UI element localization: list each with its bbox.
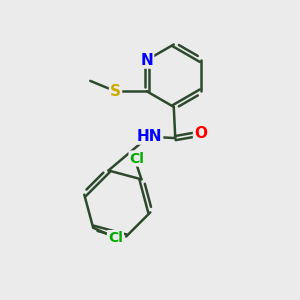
Text: O: O — [194, 126, 207, 141]
Text: HN: HN — [137, 128, 162, 143]
Text: Cl: Cl — [130, 152, 145, 166]
Text: S: S — [110, 84, 121, 99]
Text: N: N — [140, 52, 153, 68]
Text: Cl: Cl — [108, 231, 123, 245]
